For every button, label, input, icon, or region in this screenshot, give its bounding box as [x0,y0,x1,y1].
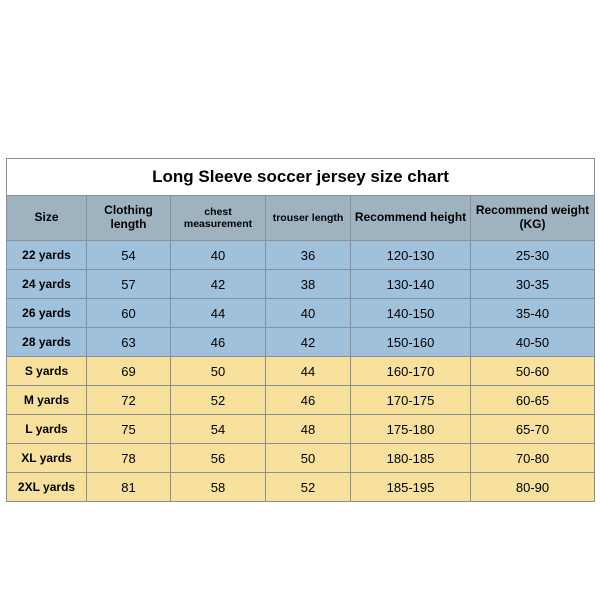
row-size-label: 2XL yards [7,473,87,502]
row-value: 72 [87,386,171,415]
row-value: 63 [87,328,171,357]
row-value: 57 [87,270,171,299]
table-title: Long Sleeve soccer jersey size chart [7,159,595,196]
table-row: S yards695044160-17050-60 [7,357,595,386]
table-row: 26 yards604440140-15035-40 [7,299,595,328]
row-value: 44 [171,299,266,328]
row-value: 30-35 [471,270,595,299]
row-size-label: 28 yards [7,328,87,357]
row-size-label: L yards [7,415,87,444]
row-size-label: 26 yards [7,299,87,328]
table-row: 24 yards574238130-14030-35 [7,270,595,299]
row-value: 160-170 [351,357,471,386]
row-value: 56 [171,444,266,473]
column-header: Recommend height [351,196,471,241]
row-value: 65-70 [471,415,595,444]
column-header: trouser length [266,196,351,241]
table-row: 28 yards634642150-16040-50 [7,328,595,357]
row-value: 25-30 [471,241,595,270]
row-value: 52 [171,386,266,415]
size-chart-container: Long Sleeve soccer jersey size chartSize… [0,0,600,502]
row-value: 36 [266,241,351,270]
row-value: 70-80 [471,444,595,473]
row-value: 54 [87,241,171,270]
size-chart-table: Long Sleeve soccer jersey size chartSize… [6,158,595,502]
row-value: 78 [87,444,171,473]
row-value: 60-65 [471,386,595,415]
row-value: 50 [171,357,266,386]
row-value: 75 [87,415,171,444]
row-value: 130-140 [351,270,471,299]
row-value: 46 [266,386,351,415]
row-value: 120-130 [351,241,471,270]
column-header: Recommend weight (KG) [471,196,595,241]
table-row: L yards755448175-18065-70 [7,415,595,444]
row-value: 40-50 [471,328,595,357]
row-value: 40 [266,299,351,328]
row-value: 80-90 [471,473,595,502]
table-row: 2XL yards815852185-19580-90 [7,473,595,502]
table-row: XL yards785650180-18570-80 [7,444,595,473]
column-header: chest measurement [171,196,266,241]
row-value: 140-150 [351,299,471,328]
row-size-label: M yards [7,386,87,415]
row-value: 54 [171,415,266,444]
row-value: 44 [266,357,351,386]
row-value: 69 [87,357,171,386]
table-row: 22 yards544036120-13025-30 [7,241,595,270]
row-size-label: 24 yards [7,270,87,299]
row-value: 50 [266,444,351,473]
row-value: 42 [171,270,266,299]
row-size-label: 22 yards [7,241,87,270]
row-value: 150-160 [351,328,471,357]
row-value: 180-185 [351,444,471,473]
column-header: Clothing length [87,196,171,241]
row-value: 48 [266,415,351,444]
row-value: 60 [87,299,171,328]
row-value: 81 [87,473,171,502]
row-value: 46 [171,328,266,357]
row-value: 170-175 [351,386,471,415]
table-row: M yards725246170-17560-65 [7,386,595,415]
row-value: 52 [266,473,351,502]
row-size-label: S yards [7,357,87,386]
column-header: Size [7,196,87,241]
row-value: 42 [266,328,351,357]
row-value: 58 [171,473,266,502]
row-size-label: XL yards [7,444,87,473]
row-value: 175-180 [351,415,471,444]
table-header-row: SizeClothing lengthchest measurementtrou… [7,196,595,241]
row-value: 50-60 [471,357,595,386]
row-value: 38 [266,270,351,299]
row-value: 40 [171,241,266,270]
row-value: 35-40 [471,299,595,328]
row-value: 185-195 [351,473,471,502]
